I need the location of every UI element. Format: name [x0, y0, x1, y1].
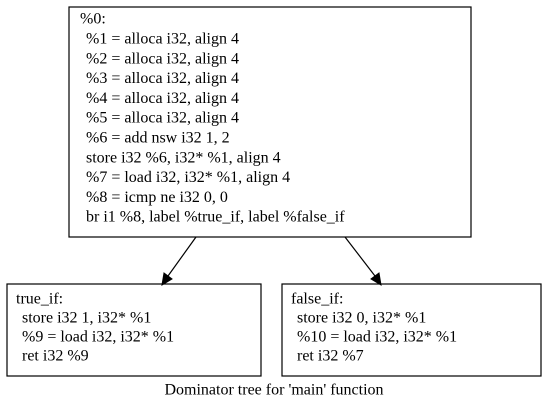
- node-box: [68, 6, 472, 238]
- node-label: %0:: [80, 11, 106, 28]
- instruction: store i32 1, i32* %1: [22, 310, 151, 327]
- instruction: %6 = add nsw i32 1, 2: [86, 129, 230, 146]
- edge: [344, 236, 376, 277]
- instruction: %9 = load i32, i32* %1: [22, 329, 174, 346]
- instruction: store i32 %6, i32* %1, align 4: [86, 149, 281, 166]
- node-label: false_if:: [291, 291, 343, 308]
- instruction: %10 = load i32, i32* %1: [297, 329, 457, 346]
- instruction: %1 = alloca i32, align 4: [86, 30, 239, 47]
- caption: Dominator tree for 'main' function: [164, 382, 383, 399]
- node-box: [281, 283, 542, 377]
- arrowhead: [161, 272, 173, 286]
- instruction: %2 = alloca i32, align 4: [86, 50, 239, 67]
- instruction: %7 = load i32, i32* %1, align 4: [86, 169, 290, 186]
- instruction: store i32 0, i32* %1: [297, 310, 426, 327]
- node-label: true_if:: [16, 291, 63, 308]
- node-box: [6, 283, 262, 377]
- instruction: ret i32 %7: [297, 348, 364, 365]
- instruction: %3 = alloca i32, align 4: [86, 70, 239, 87]
- instruction: br i1 %8, label %true_if, label %false_i…: [86, 209, 345, 226]
- edge: [167, 236, 197, 277]
- instruction: ret i32 %9: [22, 348, 89, 365]
- arrowhead: [370, 272, 382, 286]
- instruction: %8 = icmp ne i32 0, 0: [86, 189, 228, 206]
- instruction: %4 = alloca i32, align 4: [86, 90, 239, 107]
- instruction: %5 = alloca i32, align 4: [86, 110, 239, 127]
